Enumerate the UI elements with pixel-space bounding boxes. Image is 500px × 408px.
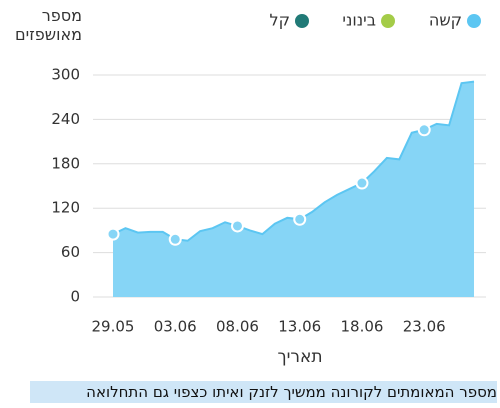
- y-axis-label: מספר מאושפזים: [15, 6, 82, 44]
- point-marker: [106, 227, 120, 241]
- legend-swatch: [381, 14, 395, 28]
- point-marker: [417, 123, 431, 137]
- x-axis-label: תאריך: [277, 347, 322, 367]
- y-tick-label: 300: [51, 66, 80, 84]
- area-fill: [113, 81, 474, 297]
- legend-label: קל: [270, 11, 290, 30]
- x-tick-label: 23.06: [403, 318, 446, 336]
- chart: תאריך 0 60 120 180 240 300 קשה בינוני קל 29.05 03.…: [51, 11, 486, 367]
- legend-label: בינוני: [342, 11, 376, 30]
- legend-swatch: [467, 14, 481, 28]
- x-tick-label: 18.06: [340, 318, 383, 336]
- point-marker: [293, 212, 307, 226]
- x-tick-label: 03.06: [154, 318, 197, 336]
- legend-swatch: [295, 14, 309, 28]
- x-tick-label: 29.05: [92, 318, 135, 336]
- legend-label: קשה: [429, 11, 462, 30]
- y-tick-label: 60: [61, 243, 80, 261]
- y-tick-label: 240: [51, 110, 80, 128]
- x-tick-label: 08.06: [216, 318, 259, 336]
- y-tick-label: 120: [51, 199, 80, 217]
- point-marker: [355, 176, 369, 190]
- y-tick-label: 0: [70, 288, 80, 306]
- point-marker: [168, 232, 182, 246]
- x-tick-label: 13.06: [278, 318, 321, 336]
- point-marker: [230, 219, 244, 233]
- caption: מספר המאומתים לקורונה ממשיך לזנק ואיתו כ…: [30, 381, 497, 403]
- y-tick-label: 180: [51, 154, 80, 172]
